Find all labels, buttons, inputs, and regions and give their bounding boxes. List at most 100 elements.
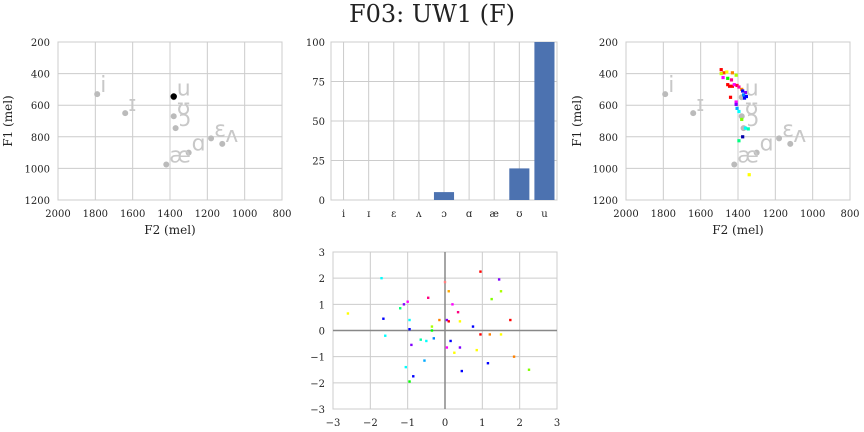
vowel-label: i xyxy=(668,73,674,98)
vowel-point xyxy=(185,149,192,156)
y-tick-label: 600 xyxy=(599,101,618,112)
scatter-point xyxy=(408,380,411,383)
token-point xyxy=(725,70,729,74)
y-tick-label: 400 xyxy=(31,70,50,81)
y-tick-label: 25 xyxy=(312,157,325,168)
token-point xyxy=(743,126,748,130)
x-tick-label: 2000 xyxy=(613,209,638,220)
scatter-point xyxy=(456,310,460,314)
scatter-point xyxy=(490,297,493,301)
embedding-scatter: −3 −2 −1 0 1 2 3 −3 −2 −1 0 1 2 3 xyxy=(310,248,560,429)
scatter-point xyxy=(410,343,413,347)
formant-chart-right: 2000 1800 1600 1400 1200 1000 800 200 400 600 800… xyxy=(570,38,860,237)
y-tick-label: 0 xyxy=(319,327,325,338)
data-marks: iɪ uʊɔ ɛ ʌɑæ xyxy=(94,73,238,168)
token-point xyxy=(741,89,745,93)
token-point xyxy=(740,117,744,122)
scatter-point xyxy=(399,307,402,310)
y-axis-label: F1 (mel) xyxy=(570,95,584,146)
y-tick-label: 50 xyxy=(312,117,325,128)
scatter-point xyxy=(425,339,428,343)
y-tick-label: 400 xyxy=(599,70,618,81)
y-tick-label: 3 xyxy=(319,248,325,259)
vowel-label: æ xyxy=(737,143,759,168)
x-tick-label: 1400 xyxy=(157,209,182,220)
x-tick-label: 2000 xyxy=(45,209,70,220)
scatter-point xyxy=(423,359,426,362)
data-marks xyxy=(346,270,531,383)
y-tick-label: −3 xyxy=(310,405,325,416)
vowel-label: ɪ xyxy=(696,92,704,117)
token-point xyxy=(742,93,746,97)
y-tick-label: 1200 xyxy=(25,196,50,207)
token-point xyxy=(730,84,734,88)
token-point xyxy=(726,83,730,87)
x-tick-label: 3 xyxy=(554,418,560,429)
scatter-point xyxy=(499,333,503,336)
x-tick-label: 800 xyxy=(840,209,859,220)
x-tick-label: 1600 xyxy=(688,209,713,220)
x-tick-label: 2 xyxy=(516,418,522,429)
y-tick-labels: 0 25 50 75 100 xyxy=(306,38,325,207)
x-tick-label: −1 xyxy=(400,418,415,429)
y-tick-label: 600 xyxy=(31,101,50,112)
token-point xyxy=(735,83,739,88)
scatter-point xyxy=(512,355,516,358)
data-marks xyxy=(433,42,555,200)
scatter-point xyxy=(432,337,435,340)
scatter-point xyxy=(408,318,411,322)
vowel-label: i xyxy=(100,73,106,98)
vowel-label: ʌ xyxy=(793,123,806,148)
scatter-point xyxy=(488,333,491,336)
token-point xyxy=(743,90,748,95)
x-tick-label: 1800 xyxy=(651,209,676,220)
scatter-point xyxy=(451,303,454,306)
vowel-point xyxy=(208,135,215,142)
y-tick-label: 75 xyxy=(312,78,325,89)
token-point xyxy=(719,72,723,76)
token-point xyxy=(728,84,732,88)
x-tick-labels: −3 −2 −1 0 1 2 3 xyxy=(326,418,561,429)
token-point xyxy=(747,173,751,177)
vowel-point xyxy=(738,113,745,120)
scatter-point xyxy=(438,318,441,322)
x-tick-label: 0 xyxy=(442,418,448,429)
scatter-point xyxy=(419,338,422,341)
token-point xyxy=(734,100,738,104)
vowel-label: u xyxy=(177,76,191,101)
scatter-point xyxy=(346,312,350,315)
token-point xyxy=(728,95,733,99)
y-tick-labels: −3 −2 −1 0 1 2 3 xyxy=(310,248,325,416)
vowel-bar-chart: i ɪ ɛ ʌ ɔ ɑ æ ʊ u 0 25 50 75 100 xyxy=(306,38,558,220)
grid-lines xyxy=(57,41,283,201)
vowel-point xyxy=(776,135,783,142)
x-tick-label: i xyxy=(342,209,345,220)
y-tick-label: 0 xyxy=(319,196,325,207)
grid-lines xyxy=(331,41,557,201)
scatter-point xyxy=(384,334,387,337)
current-token-point xyxy=(170,93,177,100)
y-tick-label: −1 xyxy=(310,353,325,364)
x-tick-label: æ xyxy=(490,209,499,220)
x-tick-label: −2 xyxy=(363,418,378,429)
x-tick-label: 800 xyxy=(272,209,291,220)
x-tick-labels: 2000 1800 1600 1400 1200 1000 800 xyxy=(613,209,859,220)
x-tick-label: ʌ xyxy=(415,209,422,220)
y-tick-label: 1200 xyxy=(593,196,618,207)
scatter-point xyxy=(479,270,482,273)
vowel-label: ɑ xyxy=(192,132,206,157)
token-point xyxy=(734,102,738,107)
data-marks: iɪ uʊɔ ɛ ʌɑæ xyxy=(662,68,806,177)
x-axis-label: F2 (mel) xyxy=(144,223,195,237)
y-tick-label: 2 xyxy=(319,274,325,285)
scatter-point xyxy=(406,300,409,303)
scatter-point xyxy=(447,320,450,323)
scatter-point xyxy=(527,368,531,371)
y-tick-label: 1000 xyxy=(25,164,50,175)
vowel-point xyxy=(172,125,179,132)
scatter-point xyxy=(402,303,406,306)
x-tick-label: 1000 xyxy=(800,209,825,220)
token-point xyxy=(737,139,741,143)
